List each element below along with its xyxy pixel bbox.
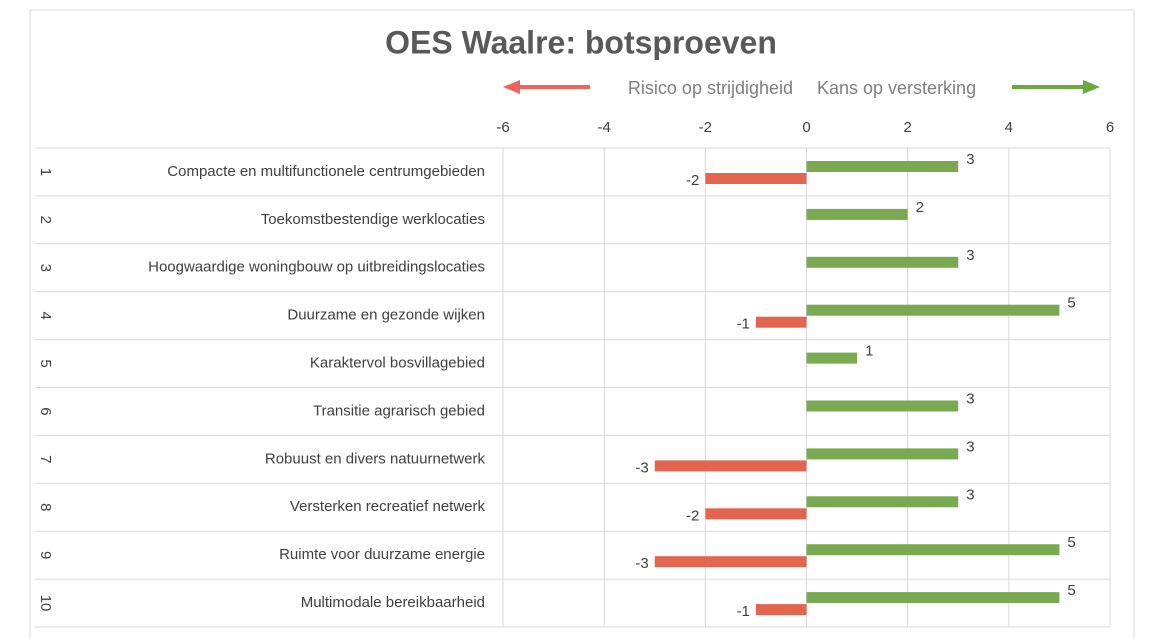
category-number: 9 [37,551,54,559]
data-label: 3 [966,247,974,264]
bar [654,460,807,472]
bar [806,161,959,172]
x-tick-label: 0 [802,119,810,136]
arrow-risk [503,80,590,94]
bar [806,400,959,412]
x-tick-label: -4 [597,119,610,136]
category-label: Ruimte voor duurzame energie [279,546,485,563]
x-tick-label: -2 [699,119,712,136]
arrow-chance [1012,80,1100,94]
category-number: 6 [37,407,54,415]
bar [806,352,858,364]
x-tick-label: 4 [1005,119,1013,136]
data-label: 5 [1067,582,1075,599]
category-number: 3 [37,264,54,272]
x-tick-label: 2 [903,119,911,136]
data-label: 2 [916,199,924,216]
data-label: 3 [966,151,974,168]
data-label: -1 [737,603,750,620]
data-label: -3 [635,555,648,572]
annotation: Risico op strijdigheid [628,78,793,98]
bar [755,604,807,616]
bar [806,208,908,220]
annotation: Kans op versterking [817,78,976,98]
data-label: 1 [865,343,873,360]
data-label: 3 [966,486,974,503]
data-label: 3 [966,438,974,455]
x-tick-label: 6 [1106,119,1114,136]
category-number: 10 [37,595,54,612]
data-label: -2 [686,507,699,524]
bar [705,173,807,184]
bar [705,508,807,520]
data-label: 5 [1067,534,1075,551]
category-label: Robuust en divers natuurnetwerk [265,450,486,467]
data-label: 3 [966,390,974,407]
category-label: Transitie agrarisch gebied [313,402,485,419]
category-number: 5 [37,359,54,367]
data-label: -1 [737,316,750,333]
chart-border [29,9,1135,639]
category-label: Compacte en multifunctionele centrumgebi… [167,163,485,180]
category-label: Duurzame en gezonde wijken [287,307,485,324]
bar [806,256,959,268]
chart-title: OES Waalre: botsproeven [385,24,777,60]
category-number: 1 [37,168,54,176]
bar [806,592,1060,604]
x-tick-label: -6 [496,119,509,136]
data-label: -2 [686,172,699,189]
category-number: 7 [37,455,54,463]
bar [806,448,959,460]
category-label: Hoogwaardige woningbouw op uitbreidingsl… [148,259,485,276]
category-label: Toekomstbestendige werklocaties [261,211,485,228]
category-number: 2 [37,216,54,224]
data-label: 5 [1067,295,1075,312]
category-number: 4 [37,311,54,319]
category-label: Versterken recreatief netwerk [290,498,486,515]
bar [806,496,959,508]
bar [654,556,807,568]
bar [806,304,1060,316]
category-label: Karaktervol bosvillagebied [310,355,485,372]
bar [755,316,807,328]
category-number: 8 [37,503,54,511]
bar [806,544,1060,556]
data-label: -3 [635,459,648,476]
category-label: Multimodale bereikbaarheid [301,594,485,611]
